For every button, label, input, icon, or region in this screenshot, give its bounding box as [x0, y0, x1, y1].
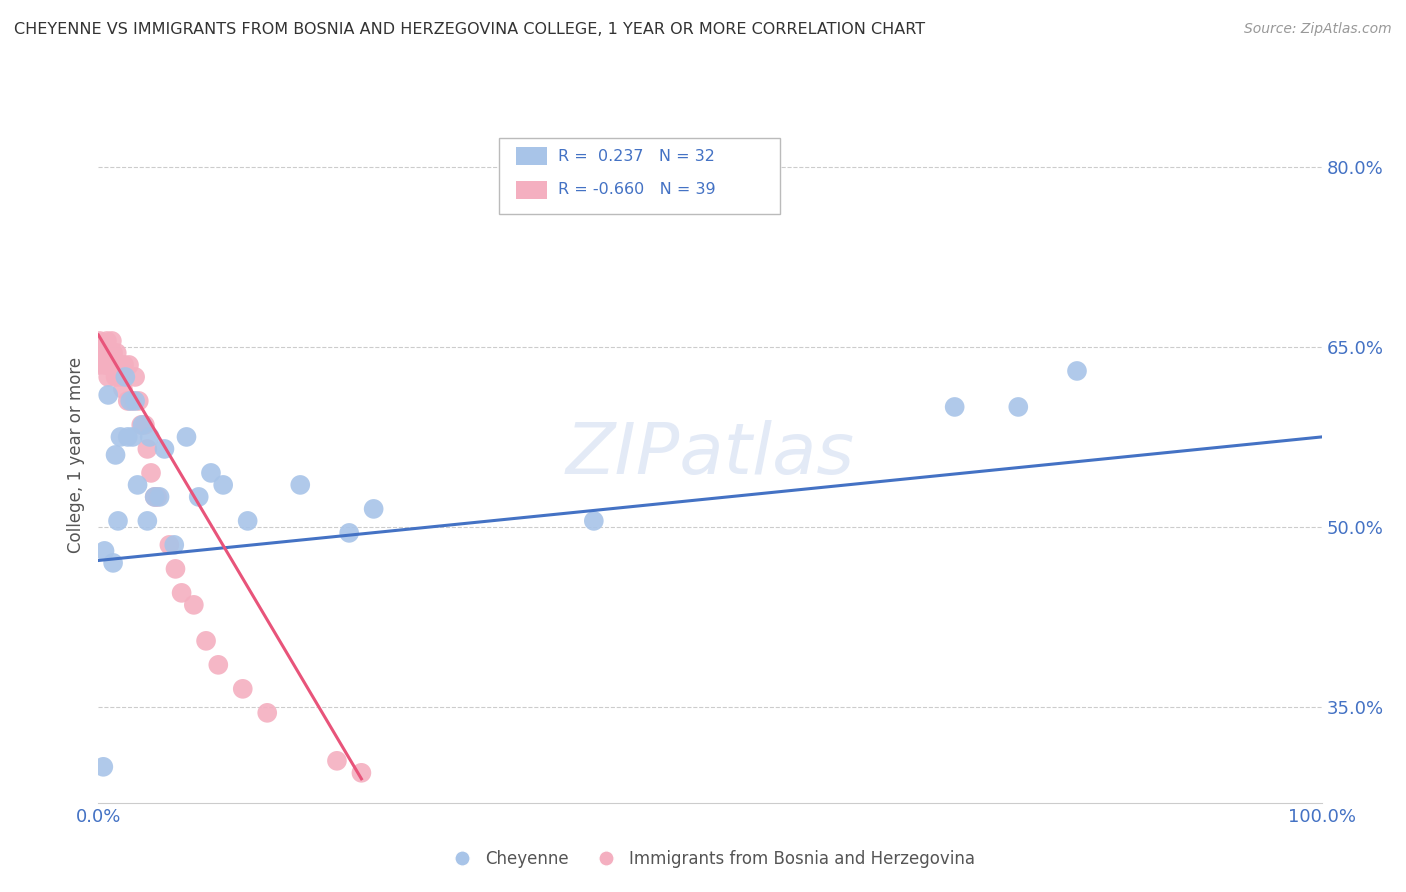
- Legend: Cheyenne, Immigrants from Bosnia and Herzegovina: Cheyenne, Immigrants from Bosnia and Her…: [439, 843, 981, 874]
- Point: [101, 334, 124, 348]
- Point: [96, 334, 118, 348]
- Point: [139, 466, 162, 480]
- Point: [170, 586, 193, 600]
- Point: [103, 358, 125, 372]
- Point: [131, 417, 153, 432]
- Point: [200, 466, 222, 480]
- Point: [256, 706, 278, 720]
- Point: [232, 681, 254, 696]
- Point: [121, 430, 143, 444]
- Point: [1007, 400, 1029, 414]
- Y-axis label: College, 1 year or more: College, 1 year or more: [67, 357, 86, 553]
- Text: Source: ZipAtlas.com: Source: ZipAtlas.com: [1244, 22, 1392, 37]
- Point: [89, 334, 111, 348]
- Point: [108, 358, 131, 372]
- Point: [127, 478, 149, 492]
- Point: [165, 562, 187, 576]
- Point: [326, 754, 349, 768]
- Point: [176, 430, 198, 444]
- Point: [183, 598, 205, 612]
- Point: [104, 448, 127, 462]
- Point: [107, 514, 129, 528]
- Point: [128, 393, 150, 408]
- Point: [114, 370, 136, 384]
- Point: [117, 393, 139, 408]
- Text: ZIPatlas: ZIPatlas: [565, 420, 855, 490]
- Point: [97, 388, 120, 402]
- Point: [139, 430, 162, 444]
- Point: [91, 346, 114, 360]
- Point: [143, 490, 166, 504]
- Point: [104, 370, 127, 384]
- Point: [117, 430, 139, 444]
- Point: [124, 370, 146, 384]
- Point: [129, 417, 152, 432]
- Point: [87, 358, 110, 372]
- Point: [112, 358, 135, 372]
- Point: [101, 346, 124, 360]
- Point: [146, 490, 169, 504]
- Point: [91, 760, 114, 774]
- Point: [337, 525, 360, 540]
- Point: [111, 382, 134, 396]
- Point: [93, 358, 115, 372]
- Point: [163, 538, 186, 552]
- Point: [134, 417, 156, 432]
- Point: [90, 346, 112, 360]
- Point: [136, 442, 159, 456]
- Point: [187, 490, 209, 504]
- Point: [97, 370, 120, 384]
- Point: [121, 393, 143, 408]
- Point: [212, 478, 235, 492]
- Point: [582, 514, 605, 528]
- Point: [290, 478, 312, 492]
- Text: CHEYENNE VS IMMIGRANTS FROM BOSNIA AND HERZEGOVINA COLLEGE, 1 YEAR OR MORE CORRE: CHEYENNE VS IMMIGRANTS FROM BOSNIA AND H…: [14, 22, 925, 37]
- Point: [101, 556, 124, 570]
- Point: [143, 490, 166, 504]
- Point: [350, 765, 373, 780]
- Point: [207, 657, 229, 672]
- Point: [1066, 364, 1088, 378]
- Point: [153, 442, 176, 456]
- Point: [120, 393, 142, 408]
- Point: [105, 346, 128, 360]
- Point: [363, 502, 385, 516]
- Point: [110, 430, 132, 444]
- Point: [157, 538, 180, 552]
- Point: [110, 370, 132, 384]
- Text: R = -0.660   N = 39: R = -0.660 N = 39: [558, 183, 716, 197]
- Point: [195, 633, 218, 648]
- Point: [136, 514, 159, 528]
- Point: [93, 544, 115, 558]
- Point: [149, 490, 172, 504]
- Point: [236, 514, 259, 528]
- Point: [118, 358, 141, 372]
- Point: [943, 400, 966, 414]
- Point: [124, 393, 146, 408]
- Point: [98, 358, 121, 372]
- Point: [100, 358, 122, 372]
- Text: R =  0.237   N = 32: R = 0.237 N = 32: [558, 149, 716, 163]
